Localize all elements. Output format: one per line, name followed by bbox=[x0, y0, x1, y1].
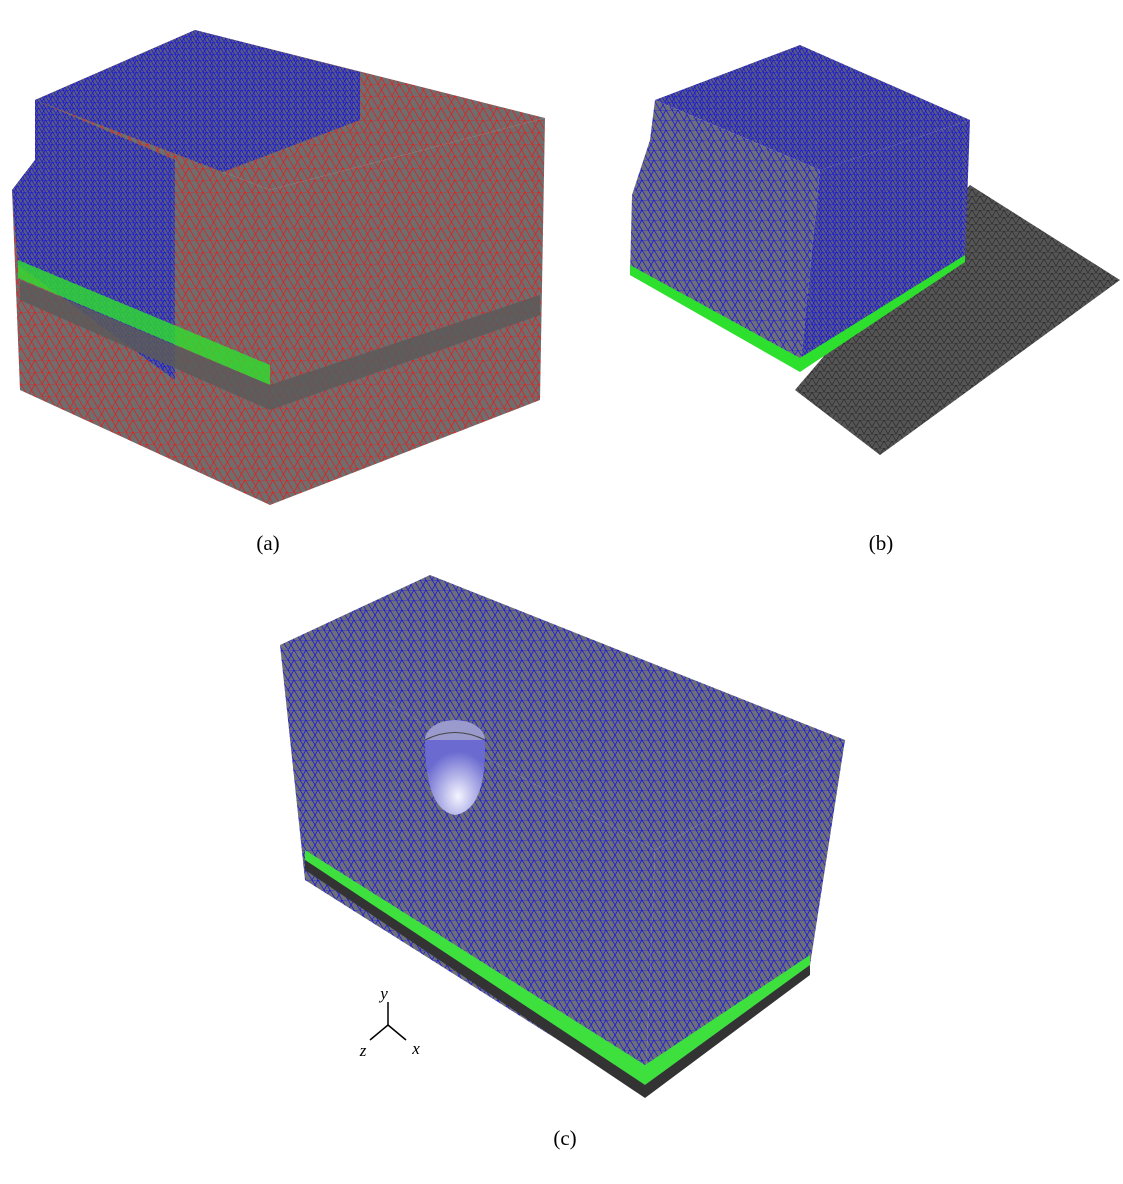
mesh-c bbox=[280, 575, 845, 1098]
mesh-b bbox=[630, 45, 1120, 455]
figure: (a) (b) (c) y z x bbox=[0, 0, 1123, 1179]
panel-label: (b) bbox=[869, 531, 894, 555]
axis-label: z bbox=[359, 1041, 367, 1060]
mesh-a bbox=[12, 30, 545, 505]
panel-label: (c) bbox=[553, 1126, 576, 1150]
axis-label: y bbox=[378, 984, 388, 1003]
axis-triad bbox=[370, 1002, 406, 1040]
panel-label: (a) bbox=[256, 531, 279, 555]
axis-label: x bbox=[411, 1039, 420, 1058]
